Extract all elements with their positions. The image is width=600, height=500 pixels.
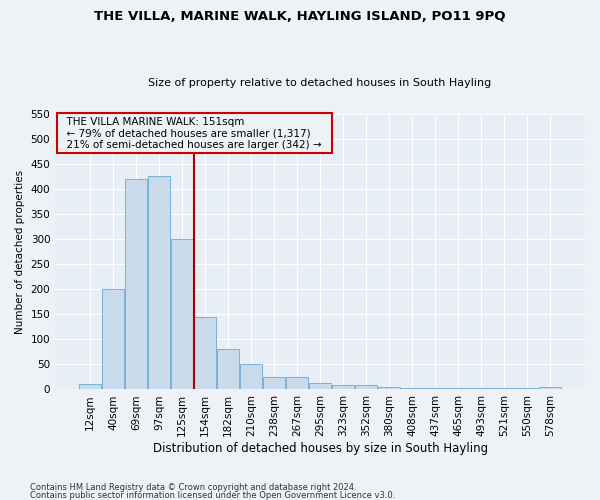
Bar	[102, 289, 124, 390]
X-axis label: Distribution of detached houses by size in South Hayling: Distribution of detached houses by size …	[152, 442, 488, 455]
Bar	[217, 350, 239, 390]
Bar	[286, 377, 308, 390]
Bar	[125, 179, 147, 390]
Bar	[263, 377, 285, 390]
Bar	[539, 387, 561, 390]
Text: THE VILLA MARINE WALK: 151sqm  
  ← 79% of detached houses are smaller (1,317)  : THE VILLA MARINE WALK: 151sqm ← 79% of d…	[61, 116, 329, 150]
Bar	[424, 388, 446, 390]
Bar	[332, 386, 354, 390]
Text: Contains public sector information licensed under the Open Government Licence v3: Contains public sector information licen…	[30, 491, 395, 500]
Bar	[240, 364, 262, 390]
Bar	[493, 388, 515, 390]
Bar	[194, 317, 216, 390]
Text: Contains HM Land Registry data © Crown copyright and database right 2024.: Contains HM Land Registry data © Crown c…	[30, 484, 356, 492]
Text: THE VILLA, MARINE WALK, HAYLING ISLAND, PO11 9PQ: THE VILLA, MARINE WALK, HAYLING ISLAND, …	[94, 10, 506, 23]
Bar	[401, 388, 423, 390]
Bar	[447, 388, 469, 390]
Y-axis label: Number of detached properties: Number of detached properties	[15, 170, 25, 334]
Bar	[148, 176, 170, 390]
Bar	[355, 386, 377, 390]
Bar	[470, 388, 492, 390]
Title: Size of property relative to detached houses in South Hayling: Size of property relative to detached ho…	[148, 78, 492, 88]
Bar	[516, 388, 538, 390]
Bar	[79, 384, 101, 390]
Bar	[378, 387, 400, 390]
Bar	[171, 239, 193, 390]
Bar	[309, 384, 331, 390]
